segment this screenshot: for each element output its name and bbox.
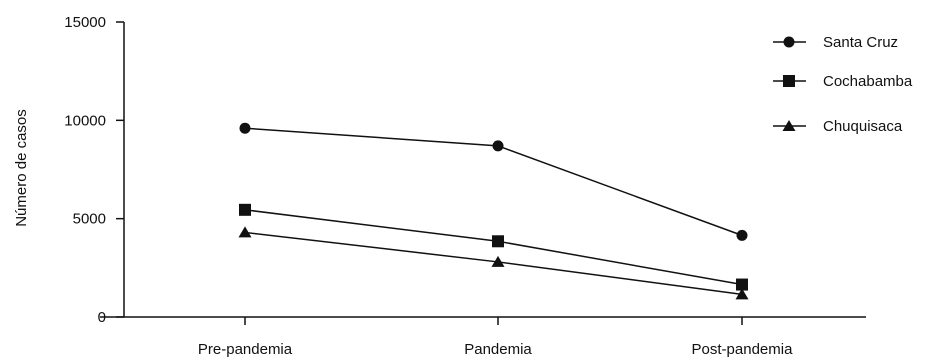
y-axis: 050001000015000	[64, 14, 125, 326]
y-axis-title: Número de casos	[13, 109, 30, 227]
legend-label: Cochabamba	[823, 73, 913, 90]
series-cochabamba	[239, 203, 748, 291]
legend-marker	[783, 75, 795, 87]
x-tick-label: Pre-pandemia	[198, 341, 293, 358]
x-axis: Pre-pandemia Pandemia Post-pandemia	[100, 316, 866, 358]
x-tick-label: Post-pandemia	[692, 341, 794, 358]
legend-label: Chuquisaca	[823, 118, 903, 135]
data-point	[735, 288, 749, 300]
data-point	[491, 255, 505, 267]
y-tick-label: 10000	[64, 112, 106, 129]
y-tick-label: 5000	[73, 211, 106, 228]
data-point	[238, 226, 252, 238]
legend-item: Santa Cruz	[773, 34, 898, 51]
legend-label: Santa Cruz	[823, 34, 898, 51]
x-tick-label: Pandemia	[464, 341, 532, 358]
legend-item: Chuquisaca	[773, 118, 903, 135]
series-santa-cruz	[239, 122, 748, 241]
data-point	[239, 122, 251, 134]
legend: Santa Cruz Cochabamba Chuquisaca	[773, 34, 913, 135]
legend-marker	[783, 36, 795, 48]
data-point	[492, 140, 504, 152]
data-point	[492, 235, 504, 248]
series-chuquisaca	[238, 226, 749, 300]
data-point	[736, 278, 748, 291]
series-layer	[238, 122, 749, 300]
data-point	[239, 203, 251, 216]
y-tick-label: 15000	[64, 14, 106, 31]
legend-item: Cochabamba	[773, 73, 913, 90]
data-point	[736, 229, 748, 241]
legend-marker	[782, 120, 796, 131]
